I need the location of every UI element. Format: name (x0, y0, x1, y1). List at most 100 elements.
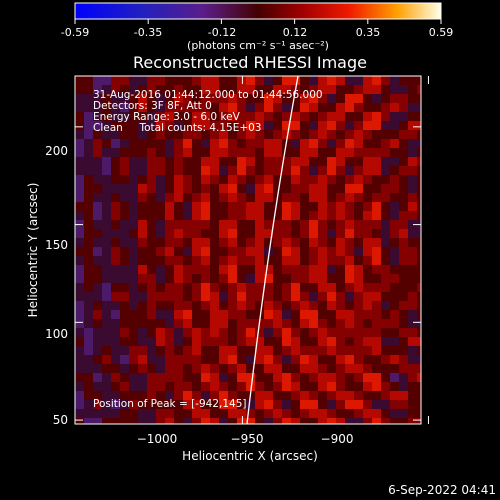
heatmap-cell (228, 202, 237, 211)
heatmap-cell (120, 382, 129, 391)
heatmap-cell (255, 400, 264, 409)
heatmap-cell (228, 364, 237, 373)
heatmap-cell (75, 121, 84, 130)
heatmap-cell (156, 382, 165, 391)
heatmap-cell (111, 346, 120, 355)
heatmap-cell (84, 355, 93, 364)
heatmap-cell (84, 130, 93, 139)
heatmap-cell (156, 148, 165, 157)
colorbar-unit-label: (photons cm⁻² s⁻¹ asec⁻²) (187, 39, 329, 52)
heatmap-cell (417, 103, 421, 112)
heatmap-cell (129, 364, 138, 373)
heatmap-cell (192, 418, 201, 424)
heatmap-cell (318, 211, 327, 220)
heatmap-cell (408, 418, 417, 424)
heatmap-cell (336, 283, 345, 292)
heatmap-cell (129, 391, 138, 400)
heatmap-cell (399, 418, 408, 424)
x-axis-label: Heliocentric X (arcsec) (182, 449, 318, 463)
heatmap-cell (246, 355, 255, 364)
heatmap-cell (201, 193, 210, 202)
heatmap-cell (354, 112, 363, 121)
heatmap-cell (408, 319, 417, 328)
heatmap-cell (102, 328, 111, 337)
heatmap-cell (255, 184, 264, 193)
heatmap-cell (201, 175, 210, 184)
heatmap-cell (102, 391, 111, 400)
heatmap-cell (390, 184, 399, 193)
heatmap-cell (354, 238, 363, 247)
plot-frame (74, 75, 422, 425)
heatmap-cell (147, 121, 156, 130)
heatmap-cell (102, 85, 111, 94)
heatmap-cell (183, 364, 192, 373)
heatmap-cell (120, 301, 129, 310)
heatmap-cell (102, 211, 111, 220)
heatmap-cell (300, 364, 309, 373)
heatmap-cell (309, 157, 318, 166)
heatmap-cell (327, 337, 336, 346)
heatmap-cell (390, 364, 399, 373)
heatmap-cell (201, 256, 210, 265)
heatmap-cell (192, 409, 201, 418)
heatmap-cell (183, 310, 192, 319)
heatmap-cell (210, 139, 219, 148)
heatmap-cell (309, 382, 318, 391)
heatmap-cell (336, 85, 345, 94)
heatmap-cell (399, 265, 408, 274)
heatmap-cell (381, 328, 390, 337)
heatmap-cell (210, 355, 219, 364)
heatmap-cell (192, 103, 201, 112)
heatmap-cell (228, 319, 237, 328)
heatmap-cell (273, 301, 282, 310)
heatmap-cell (345, 211, 354, 220)
heatmap-cell (228, 130, 237, 139)
heatmap-cell (264, 247, 273, 256)
heatmap-cell (336, 364, 345, 373)
heatmap-cell (282, 328, 291, 337)
heatmap-cell (300, 211, 309, 220)
heatmap-cell (273, 184, 282, 193)
heatmap-cell (246, 382, 255, 391)
heatmap-cell (219, 229, 228, 238)
heatmap-cell (399, 346, 408, 355)
heatmap-cell (354, 139, 363, 148)
heatmap-cell (399, 184, 408, 193)
heatmap-cell (417, 112, 421, 121)
heatmap-cell (138, 265, 147, 274)
heatmap-cell (372, 121, 381, 130)
heatmap-cell (183, 247, 192, 256)
heatmap-cell (345, 409, 354, 418)
heatmap-cell (165, 373, 174, 382)
heatmap-cell (390, 355, 399, 364)
info-line: 31-Aug-2016 01:44:12.000 to 01:44:56.000 (93, 89, 323, 101)
heatmap-cell (345, 112, 354, 121)
heatmap-cell (300, 409, 309, 418)
heatmap-cell (390, 328, 399, 337)
heatmap-cell (282, 346, 291, 355)
heatmap-cell (84, 409, 93, 418)
heatmap-cell (102, 175, 111, 184)
heatmap-cell (327, 184, 336, 193)
heatmap-cell (174, 337, 183, 346)
heatmap-cell (174, 85, 183, 94)
heatmap-cell (84, 274, 93, 283)
heatmap-cell (291, 175, 300, 184)
heatmap-cell (309, 364, 318, 373)
heatmap-cell (201, 373, 210, 382)
heatmap-cell (138, 247, 147, 256)
heatmap-cell (345, 103, 354, 112)
heatmap-cell (399, 292, 408, 301)
heatmap-cell (309, 130, 318, 139)
heatmap-cell (183, 193, 192, 202)
heatmap-cell (156, 220, 165, 229)
heatmap-cell (219, 355, 228, 364)
heatmap-cell (237, 148, 246, 157)
heatmap-cell (363, 373, 372, 382)
heatmap-cell (255, 193, 264, 202)
heatmap-cell (192, 202, 201, 211)
heatmap-cell (174, 355, 183, 364)
heatmap-cell (372, 157, 381, 166)
heatmap-cell (237, 310, 246, 319)
heatmap-cell (399, 130, 408, 139)
